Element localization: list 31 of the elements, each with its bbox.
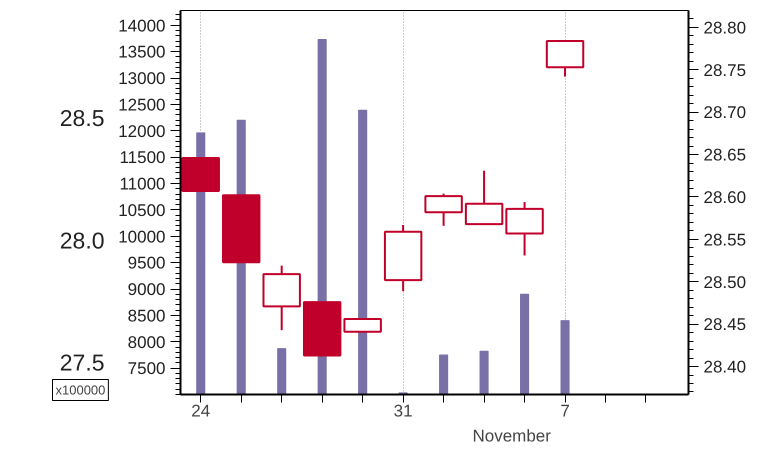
y2-tick-label: 28.50 <box>704 272 746 292</box>
y2-tick-label: 28.40 <box>704 358 746 377</box>
y-tick-label: 13500 <box>118 42 166 62</box>
y-tick-label: 7500 <box>128 359 166 378</box>
y3-tick-label: 27.5 <box>60 350 104 376</box>
text: November <box>472 426 552 446</box>
y2-tick-label: 28.55 <box>704 230 746 250</box>
y-tick-label: 8500 <box>128 306 166 326</box>
y-tick-label: 9500 <box>128 254 166 273</box>
y-tick-label: 13000 <box>118 69 166 88</box>
y2-tick-label: 28.80 <box>704 18 746 38</box>
y-tick-label: 12500 <box>118 95 166 114</box>
y-tick-label: 12000 <box>118 122 166 141</box>
y-tick-label: 11500 <box>119 148 166 168</box>
y2-tick-label: 28.75 <box>704 60 746 80</box>
y2-tick-label: 28.65 <box>704 146 746 165</box>
y-tick-label: 14000 <box>118 16 166 36</box>
x-tick-label: 7 <box>560 402 570 420</box>
text: x100000 <box>56 382 106 398</box>
x-tick-label: 31 <box>394 402 413 420</box>
y-tick-label: 9000 <box>128 280 166 300</box>
y2-tick-label: 28.70 <box>704 103 746 122</box>
y3-tick-label: 28.5 <box>60 105 104 132</box>
y2-tick-label: 28.45 <box>704 315 746 334</box>
x-tick-label: 24 <box>191 402 210 420</box>
y-tick-label: 8000 <box>128 332 166 352</box>
y3-tick-label: 28.0 <box>60 227 104 254</box>
y-tick-label: 11000 <box>119 174 166 194</box>
y-tick-label: 10500 <box>118 200 166 220</box>
y2-tick-label: 28.60 <box>704 188 746 207</box>
y-tick-label: 10000 <box>118 227 166 246</box>
